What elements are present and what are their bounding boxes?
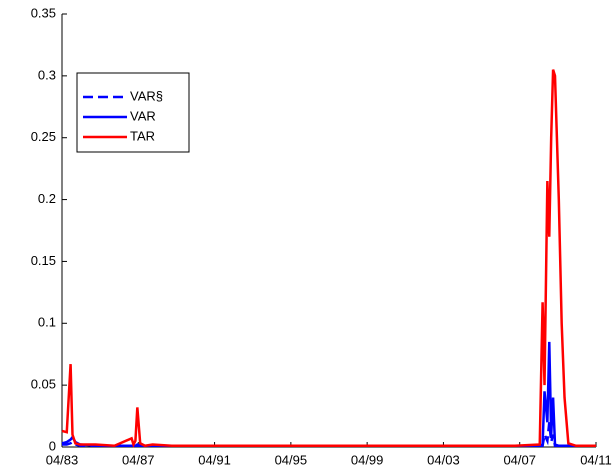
x-tick-label: 04/99 [351,452,384,467]
y-tick-label: 0.15 [31,253,56,268]
y-tick-label: 0.25 [31,129,56,144]
y-tick-label: 0.2 [38,191,56,206]
x-tick-label: 04/87 [122,452,155,467]
legend-label: VAR [130,108,156,123]
legend-box [76,72,190,153]
y-tick-label: 0.1 [38,315,56,330]
series-line [61,341,596,448]
series-line [61,69,596,448]
y-tick-label: 0.35 [31,5,56,20]
legend-label: TAR [130,128,155,143]
x-tick-label: 04/91 [198,452,231,467]
y-tick-label: 0.3 [38,67,56,82]
x-tick-label: 04/03 [427,452,460,467]
x-tick-label: 04/11 [580,452,612,467]
y-tick-label: 0 [49,438,56,453]
y-tick-label: 0.05 [31,377,56,392]
series-line [62,422,596,448]
x-tick-label: 04/95 [275,452,308,467]
x-tick-label: 04/83 [46,452,79,467]
x-tick-label: 04/07 [503,452,536,467]
legend-label: VAR§ [130,88,163,103]
